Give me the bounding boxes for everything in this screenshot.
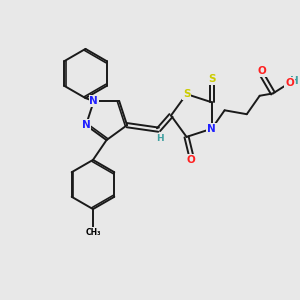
Text: O: O xyxy=(285,78,294,88)
Text: S: S xyxy=(183,89,190,99)
Text: CH₃: CH₃ xyxy=(85,228,101,237)
Text: S: S xyxy=(208,74,215,84)
Text: N: N xyxy=(89,96,98,106)
Text: H: H xyxy=(290,76,299,85)
Text: O: O xyxy=(187,155,195,165)
Text: N: N xyxy=(207,124,216,134)
Text: N: N xyxy=(82,120,90,130)
Text: O: O xyxy=(257,66,266,76)
Text: H: H xyxy=(156,134,163,142)
